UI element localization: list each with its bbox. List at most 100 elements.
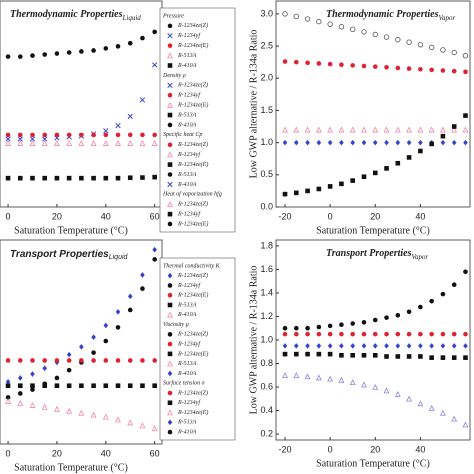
point bbox=[316, 61, 322, 66]
point bbox=[316, 351, 322, 357]
point bbox=[406, 139, 412, 146]
point bbox=[152, 383, 157, 389]
point bbox=[418, 343, 423, 349]
point bbox=[66, 139, 73, 146]
point bbox=[139, 422, 146, 429]
x-tick-label: 20 bbox=[52, 448, 62, 458]
point bbox=[327, 61, 333, 67]
legend-item: R-1234yf bbox=[177, 282, 201, 289]
point bbox=[115, 132, 121, 138]
point bbox=[327, 139, 333, 146]
point bbox=[152, 257, 157, 262]
point bbox=[417, 42, 424, 48]
point bbox=[140, 35, 145, 41]
panel-title: Transport PropertiesVapor bbox=[326, 248, 428, 260]
point bbox=[406, 309, 412, 315]
legend-item: R-410A bbox=[177, 311, 197, 318]
legend-item: R-1234ze(E) bbox=[177, 102, 208, 109]
y-tick-label: 0.2 bbox=[260, 428, 273, 438]
title-text: Thermodynamic Properties bbox=[326, 9, 439, 20]
point bbox=[440, 343, 446, 349]
point bbox=[152, 62, 158, 68]
point bbox=[140, 132, 145, 138]
point bbox=[339, 181, 344, 187]
point bbox=[350, 321, 355, 326]
panel: 0 20 40 60 Saturation Temperature (°C) Thermo… bbox=[0, 0, 236, 236]
x-axis-label: Saturation Temperature (°C) bbox=[316, 225, 430, 236]
x-tick-label: -20 bbox=[279, 444, 292, 454]
point bbox=[167, 292, 173, 298]
point bbox=[339, 331, 344, 337]
point bbox=[384, 354, 389, 359]
legend-item: R-1234ze(Z) bbox=[177, 389, 208, 396]
point bbox=[429, 355, 434, 360]
point bbox=[361, 320, 367, 325]
point bbox=[167, 341, 173, 347]
point bbox=[167, 181, 173, 188]
point bbox=[429, 343, 434, 349]
y-tick-label: 0.4 bbox=[260, 405, 273, 415]
point bbox=[5, 395, 11, 400]
legend-item: R-513A bbox=[177, 172, 197, 178]
legend-item: R-1234ze(Z) bbox=[177, 141, 208, 148]
point bbox=[127, 419, 134, 426]
point bbox=[338, 24, 345, 30]
point bbox=[294, 59, 299, 65]
point bbox=[66, 383, 72, 389]
point bbox=[167, 302, 173, 308]
point bbox=[167, 283, 173, 288]
panel: -20 0 20 40 0.0 0.5 1.0 1.5 2.0 2.5 3.0 Saturation … bbox=[248, 0, 471, 236]
point bbox=[41, 139, 48, 146]
point bbox=[17, 139, 24, 146]
point bbox=[315, 126, 322, 133]
point bbox=[395, 65, 401, 71]
point bbox=[17, 132, 23, 138]
legend-box bbox=[159, 7, 236, 233]
legend-item: R-1234ze(E) bbox=[177, 161, 208, 168]
point bbox=[327, 351, 333, 357]
point bbox=[66, 50, 72, 55]
point bbox=[79, 344, 84, 350]
panel: 0 20 40 60 Saturation Temperature (°C) Transp… bbox=[0, 239, 236, 473]
point bbox=[316, 331, 322, 337]
point bbox=[463, 113, 468, 118]
point bbox=[361, 29, 367, 35]
point bbox=[406, 66, 412, 71]
legend-item: R-513A bbox=[177, 361, 197, 367]
legend-item: R-1234yf bbox=[177, 340, 201, 347]
point bbox=[338, 126, 345, 133]
point bbox=[30, 53, 35, 58]
legend-item: R-410A bbox=[177, 62, 197, 69]
point bbox=[406, 395, 413, 402]
point bbox=[361, 174, 367, 180]
y-tick-label: 3.0 bbox=[260, 8, 273, 18]
point bbox=[361, 63, 367, 69]
point bbox=[42, 383, 48, 389]
point bbox=[417, 126, 424, 133]
point bbox=[53, 139, 60, 146]
point bbox=[451, 126, 458, 133]
legend-item: R-1234ze(E) bbox=[177, 220, 208, 227]
point bbox=[115, 358, 121, 363]
point bbox=[30, 387, 35, 392]
point bbox=[152, 246, 157, 253]
point bbox=[315, 374, 322, 381]
point bbox=[451, 139, 457, 146]
point bbox=[384, 331, 389, 337]
point bbox=[90, 411, 97, 418]
x-tick-label: 0 bbox=[328, 211, 333, 221]
title-text: Transport Properties bbox=[326, 248, 412, 259]
point bbox=[167, 409, 173, 416]
point bbox=[350, 63, 355, 68]
point bbox=[282, 11, 288, 17]
y-tick-label: 1.2 bbox=[260, 311, 273, 321]
point bbox=[418, 66, 423, 72]
point bbox=[439, 126, 446, 133]
point bbox=[152, 358, 157, 363]
point bbox=[463, 355, 468, 360]
point bbox=[127, 358, 133, 363]
point bbox=[294, 325, 299, 331]
point bbox=[282, 325, 288, 331]
y-tick-label: 1.4 bbox=[260, 287, 273, 297]
point bbox=[167, 151, 173, 158]
